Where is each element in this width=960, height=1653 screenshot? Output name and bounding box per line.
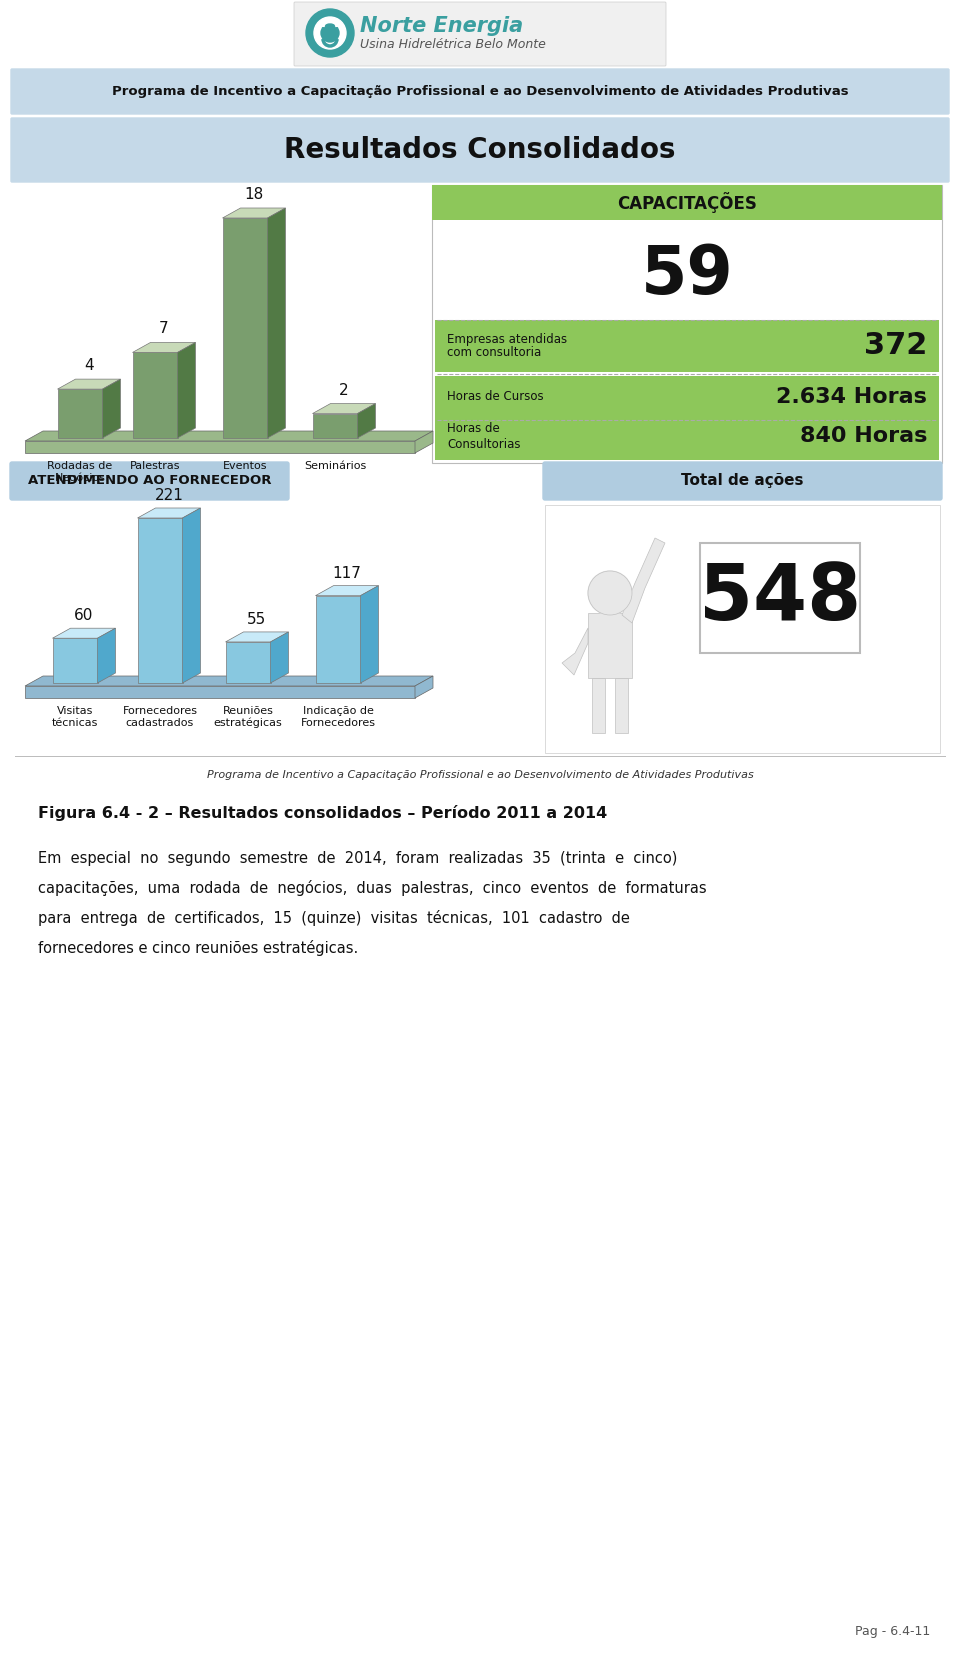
Text: 221: 221 (155, 488, 183, 503)
Text: 18: 18 (245, 187, 264, 202)
FancyBboxPatch shape (10, 461, 289, 499)
Text: Indicação de
Fornecedores: Indicação de Fornecedores (300, 706, 375, 727)
Polygon shape (316, 585, 378, 595)
Text: Total de ações: Total de ações (682, 473, 804, 489)
Polygon shape (132, 342, 196, 352)
Text: Horas de Cursos: Horas de Cursos (447, 390, 543, 403)
Text: com consultoria: com consultoria (447, 347, 541, 359)
Text: Seminários: Seminários (304, 461, 366, 471)
Text: Programa de Incentivo a Capacitação Profissional e ao Desenvolvimento de Ativida: Programa de Incentivo a Capacitação Prof… (111, 84, 849, 98)
Bar (545, 506, 940, 754)
FancyBboxPatch shape (11, 69, 949, 114)
Polygon shape (137, 507, 201, 517)
Polygon shape (98, 628, 115, 683)
Polygon shape (316, 595, 361, 683)
Polygon shape (313, 413, 357, 438)
Circle shape (306, 8, 354, 56)
Polygon shape (588, 613, 632, 678)
Bar (700, 542, 860, 653)
Circle shape (314, 17, 346, 50)
Circle shape (588, 570, 632, 615)
Polygon shape (592, 678, 605, 732)
Bar (435, 412, 939, 460)
Text: capacitações,  uma  rodada  de  negócios,  duas  palestras,  cinco  eventos  de : capacitações, uma rodada de negócios, du… (38, 879, 707, 896)
Polygon shape (361, 585, 378, 683)
Polygon shape (622, 537, 665, 623)
Text: Figura 6.4 - 2 – Resultados consolidados – Período 2011 a 2014: Figura 6.4 - 2 – Resultados consolidados… (38, 805, 608, 822)
Bar (432, 185, 942, 463)
Polygon shape (415, 676, 433, 698)
Text: Resultados Consolidados: Resultados Consolidados (284, 136, 676, 164)
Polygon shape (58, 379, 121, 388)
FancyBboxPatch shape (543, 461, 942, 499)
Text: 59: 59 (640, 241, 733, 307)
Text: Consultorias: Consultorias (447, 438, 520, 451)
Text: 7: 7 (159, 321, 169, 337)
Text: 117: 117 (332, 565, 361, 580)
Polygon shape (25, 686, 415, 698)
Text: Empresas atendidas: Empresas atendidas (447, 332, 567, 345)
Text: 2.634 Horas: 2.634 Horas (776, 387, 927, 407)
Polygon shape (226, 631, 289, 641)
Polygon shape (25, 431, 433, 441)
Polygon shape (25, 441, 415, 453)
Text: Norte Energia: Norte Energia (360, 17, 523, 36)
Text: 372: 372 (864, 332, 927, 360)
Bar (432, 185, 942, 220)
Text: 2: 2 (339, 382, 348, 398)
Polygon shape (58, 388, 103, 438)
Text: fornecedores e cinco reuniões estratégicas.: fornecedores e cinco reuniões estratégic… (38, 941, 358, 955)
Text: 548: 548 (699, 560, 861, 636)
Polygon shape (182, 507, 201, 683)
Text: Em  especial  no  segundo  semestre  de  2014,  foram  realizadas  35  (trinta  : Em especial no segundo semestre de 2014,… (38, 851, 678, 866)
Polygon shape (53, 638, 98, 683)
Bar (435, 321, 939, 372)
Circle shape (321, 25, 339, 41)
Text: Programa de Incentivo a Capacitação Profissional e ao Desenvolvimento de Ativida: Programa de Incentivo a Capacitação Prof… (206, 770, 754, 780)
Polygon shape (268, 208, 285, 438)
Text: 55: 55 (248, 612, 267, 626)
Text: Eventos: Eventos (223, 461, 267, 471)
Polygon shape (271, 631, 289, 683)
Text: ATENDIMENDO AO FORNECEDOR: ATENDIMENDO AO FORNECEDOR (28, 474, 272, 488)
Polygon shape (178, 342, 196, 438)
Polygon shape (226, 641, 271, 683)
Text: Rodadas de
Negócios: Rodadas de Negócios (47, 461, 112, 483)
Polygon shape (223, 208, 285, 218)
Polygon shape (415, 431, 433, 453)
Text: Fornecedores
cadastrados: Fornecedores cadastrados (123, 706, 198, 727)
Polygon shape (132, 352, 178, 438)
Polygon shape (223, 218, 268, 438)
Polygon shape (615, 678, 628, 732)
Polygon shape (562, 628, 588, 674)
Text: 60: 60 (74, 608, 94, 623)
Text: Usina Hidrelétrica Belo Monte: Usina Hidrelétrica Belo Monte (360, 38, 546, 51)
Polygon shape (103, 379, 121, 438)
Text: Reuniões
estratégicas: Reuniões estratégicas (214, 706, 282, 729)
Text: Pag - 6.4-11: Pag - 6.4-11 (854, 1625, 930, 1638)
Text: para  entrega  de  certificados,  15  (quinze)  visitas  técnicas,  101  cadastr: para entrega de certificados, 15 (quinze… (38, 911, 630, 926)
FancyBboxPatch shape (11, 117, 949, 182)
Polygon shape (357, 403, 375, 438)
Bar (435, 375, 939, 418)
Polygon shape (53, 628, 115, 638)
Text: CAPACITAÇÕES: CAPACITAÇÕES (617, 192, 756, 213)
Text: Horas de: Horas de (447, 422, 500, 435)
Polygon shape (313, 403, 375, 413)
Polygon shape (25, 676, 433, 686)
FancyBboxPatch shape (294, 2, 666, 66)
Text: Palestras: Palestras (130, 461, 180, 471)
Text: Visitas
técnicas: Visitas técnicas (52, 706, 98, 727)
Text: 4: 4 (84, 359, 94, 374)
Text: 840 Horas: 840 Horas (800, 426, 927, 446)
Polygon shape (137, 517, 182, 683)
